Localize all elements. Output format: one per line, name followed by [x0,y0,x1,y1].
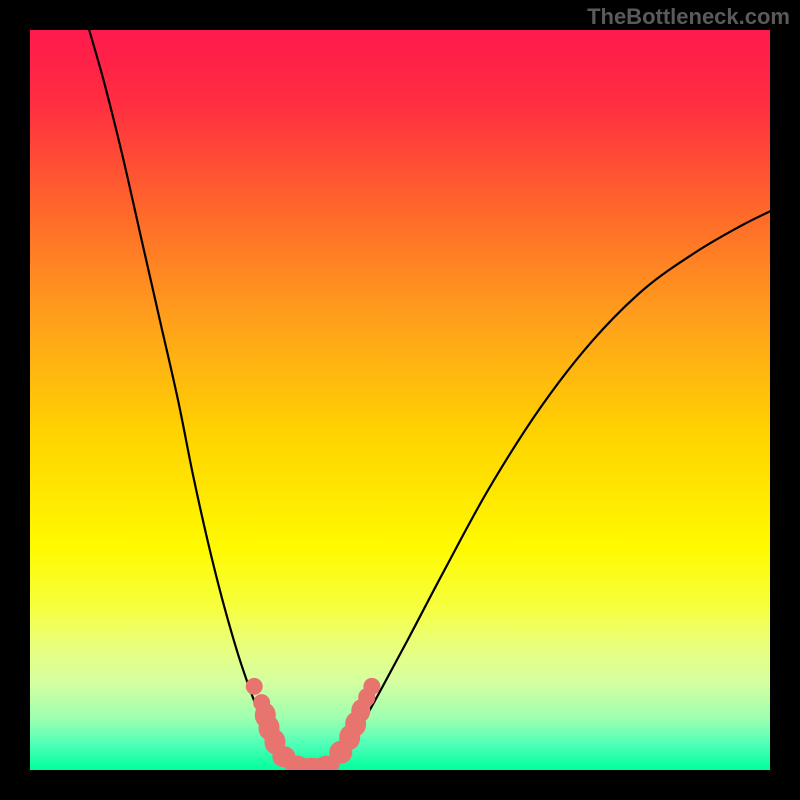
marker-point [364,678,380,694]
marker-point [246,678,262,694]
plot-area [30,30,770,770]
chart-container: TheBottleneck.com [0,0,800,800]
gradient-background [30,30,770,770]
watermark-text: TheBottleneck.com [587,4,790,30]
plot-svg [30,30,770,770]
